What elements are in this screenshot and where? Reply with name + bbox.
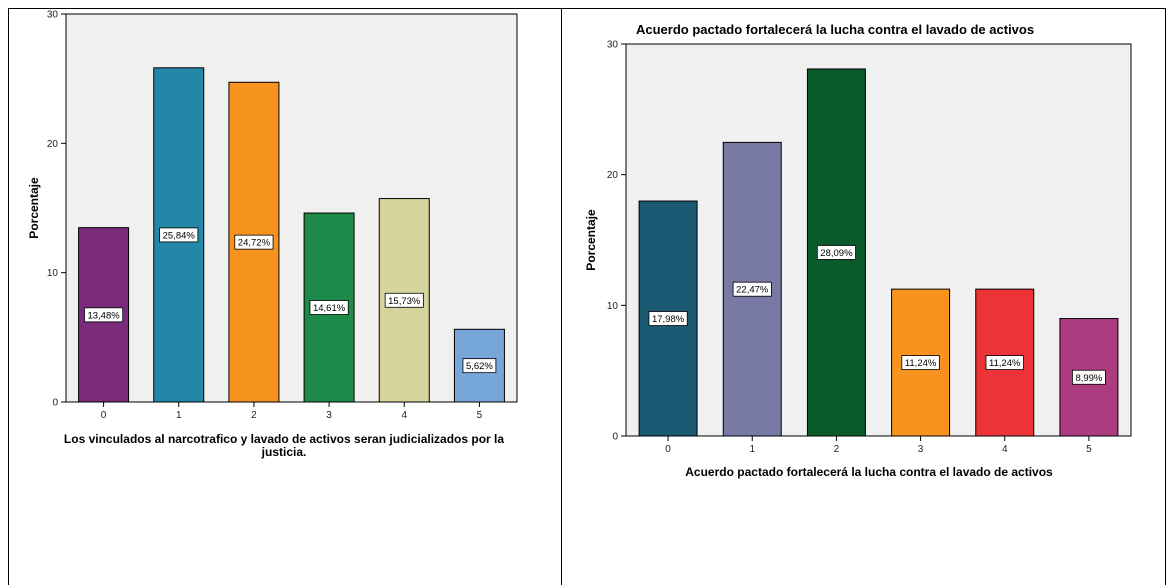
data-label-box: [985, 355, 1024, 370]
data-label-2: 24,72%: [234, 234, 274, 250]
x-axis-label: Los vinculados al narcotrafico y lavado …: [64, 432, 504, 446]
data-label-text: 28,09%: [820, 248, 853, 259]
data-label-text: 11,24%: [989, 358, 1021, 369]
x-tick-label: 3: [918, 444, 924, 455]
y-tick-label: 20: [607, 170, 619, 181]
x-tick-label: 1: [176, 410, 182, 421]
data-label-box: [816, 245, 856, 260]
y-axis-label: Porcentaje: [584, 209, 598, 271]
plot-area: [65, 13, 518, 403]
data-label-text: 24,72%: [238, 238, 271, 249]
data-label-0: 13,48%: [84, 307, 124, 323]
panel-divider: [561, 9, 562, 585]
data-label-box: [234, 234, 274, 250]
x-tick-label: 5: [477, 410, 483, 421]
y-tick-label: 0: [612, 432, 618, 443]
data-label-text: 15,73%: [388, 296, 421, 307]
y-tick-label: 10: [607, 301, 619, 312]
data-label-box: [309, 300, 349, 315]
chart-judicializados: 0 10 20 30 Porcentaje 0 13,48% 1 25,84% 2 24,72% 3 1…: [27, 10, 518, 459]
y-tick-label: 20: [47, 139, 59, 150]
data-label-box: [384, 292, 424, 308]
data-label-1: 22,47%: [732, 281, 772, 297]
x-tick-label: 1: [749, 444, 755, 455]
y-tick-label: 30: [47, 10, 59, 21]
data-label-box: [462, 358, 497, 374]
data-label-box: [648, 311, 688, 326]
data-label-3: 14,61%: [309, 300, 349, 315]
chart-title: Acuerdo pactado fortalecerá la lucha con…: [636, 22, 1034, 37]
data-label-5: 5,62%: [462, 358, 497, 374]
x-tick-label: 2: [251, 410, 257, 421]
data-label-2: 28,09%: [816, 245, 856, 260]
x-tick-label: 0: [101, 410, 107, 421]
x-tick-label: 4: [401, 410, 407, 421]
y-tick-label: 30: [607, 40, 619, 51]
data-label-4: 11,24%: [985, 355, 1024, 370]
data-label-4: 15,73%: [384, 292, 424, 308]
data-label-text: 25,84%: [163, 230, 196, 241]
data-label-box: [1072, 369, 1106, 385]
data-label-box: [901, 355, 940, 370]
x-tick-label: 5: [1086, 444, 1092, 455]
x-tick-label: 3: [326, 410, 332, 421]
data-label-text: 17,98%: [652, 314, 685, 325]
page-frame: [8, 8, 1166, 585]
x-axis-label: justicia.: [261, 445, 307, 459]
x-tick-label: 4: [1002, 444, 1008, 455]
chart-acuerdo-pactado: Acuerdo pactado fortalecerá la lucha con…: [584, 22, 1132, 479]
data-label-box: [84, 307, 124, 323]
data-label-0: 17,98%: [648, 311, 688, 326]
x-tick-label: 2: [834, 444, 840, 455]
data-label-text: 5,62%: [466, 361, 493, 372]
data-label-text: 22,47%: [736, 285, 769, 296]
x-tick-label: 0: [665, 444, 671, 455]
plot-area: [625, 43, 1132, 437]
data-label-text: 8,99%: [1075, 373, 1102, 384]
y-tick-label: 0: [52, 398, 58, 409]
data-label-1: 25,84%: [159, 227, 199, 243]
y-tick-label: 10: [47, 268, 59, 279]
data-label-3: 11,24%: [901, 355, 940, 370]
data-label-5: 8,99%: [1072, 369, 1106, 385]
data-label-box: [159, 227, 199, 243]
data-label-text: 13,48%: [87, 310, 120, 321]
x-axis-label: Acuerdo pactado fortalecerá la lucha con…: [685, 465, 1053, 479]
data-label-text: 14,61%: [313, 303, 346, 314]
data-label-box: [732, 281, 772, 297]
data-label-text: 11,24%: [905, 358, 937, 369]
y-axis-label: Porcentaje: [27, 177, 41, 239]
